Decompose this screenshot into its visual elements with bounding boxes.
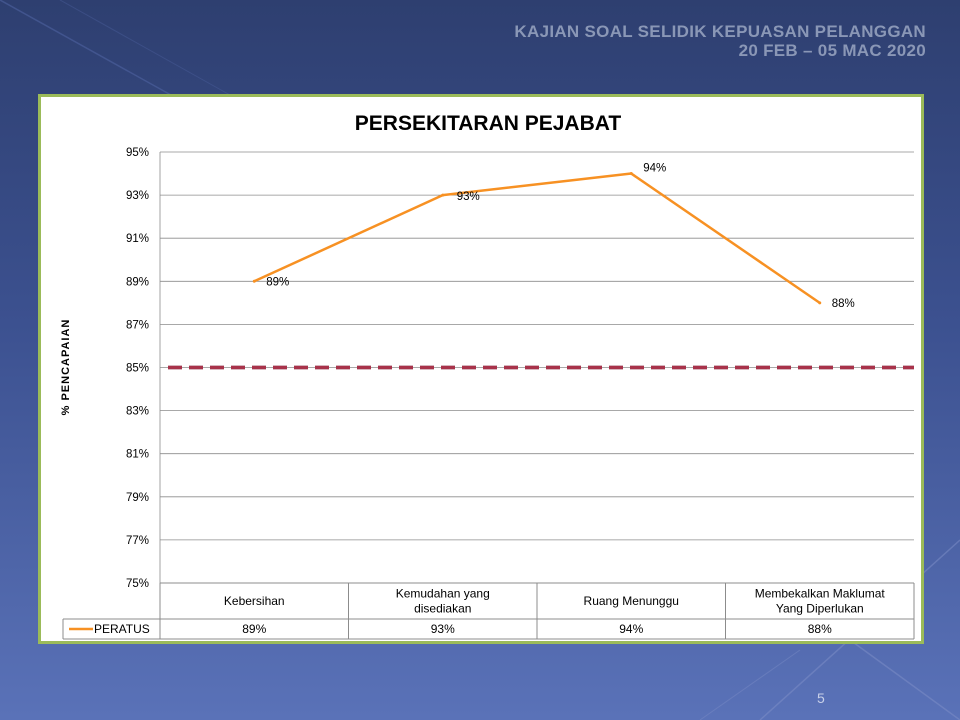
data-point bbox=[629, 172, 633, 176]
x-category-label: Kemudahan yang bbox=[396, 587, 490, 601]
y-axis-label: % PENCAPAIAN bbox=[60, 319, 72, 416]
slide-header: KAJIAN SOAL SELIDIK KEPUASAN PELANGGAN 2… bbox=[514, 22, 926, 60]
data-label: 94% bbox=[643, 163, 666, 175]
line-chart: PERSEKITARAN PEJABAT % PENCAPAIAN 75% 77%… bbox=[60, 112, 915, 640]
x-category-label: Membekalkan Maklumat bbox=[755, 587, 886, 601]
chart-title: PERSEKITARAN PEJABAT bbox=[355, 112, 622, 135]
y-tick-label: 85% bbox=[126, 363, 149, 375]
header-title: KAJIAN SOAL SELIDIK KEPUASAN PELANGGAN bbox=[514, 22, 926, 41]
header-date-range: 20 FEB – 05 MAC 2020 bbox=[738, 41, 926, 60]
data-point bbox=[252, 279, 256, 283]
table-value-cell: 89% bbox=[242, 622, 266, 636]
x-category-label: Ruang Menunggu bbox=[584, 594, 679, 608]
y-tick-label: 95% bbox=[126, 147, 149, 159]
y-tick-label: 75% bbox=[126, 578, 149, 590]
y-tick-label: 89% bbox=[126, 276, 149, 288]
series-line bbox=[253, 172, 821, 304]
x-category-label: disediakan bbox=[414, 602, 471, 616]
data-label: 88% bbox=[832, 298, 855, 310]
y-tick-label: 83% bbox=[126, 406, 149, 418]
y-tick-label: 77% bbox=[126, 535, 149, 547]
data-label: 89% bbox=[266, 276, 289, 288]
data-label: 93% bbox=[457, 191, 480, 203]
chart-container: PERSEKITARAN PEJABAT % PENCAPAIAN 75% 77%… bbox=[38, 94, 924, 644]
legend-series-label: PERATUS bbox=[94, 622, 150, 636]
table-value-cell: 93% bbox=[431, 622, 455, 636]
slide-number: 5 bbox=[817, 690, 825, 706]
table-value-cell: 94% bbox=[619, 622, 643, 636]
y-tick-label: 81% bbox=[126, 449, 149, 461]
y-tick-label: 79% bbox=[126, 492, 149, 504]
x-category-label: Kebersihan bbox=[224, 594, 285, 608]
y-tick-label: 93% bbox=[126, 190, 149, 202]
x-category-label: Yang Diperlukan bbox=[776, 602, 864, 616]
data-point bbox=[818, 301, 822, 305]
y-tick-label: 87% bbox=[126, 319, 149, 331]
table-value-cell: 88% bbox=[808, 622, 832, 636]
y-tick-label: 91% bbox=[126, 233, 149, 245]
data-point bbox=[441, 193, 445, 197]
